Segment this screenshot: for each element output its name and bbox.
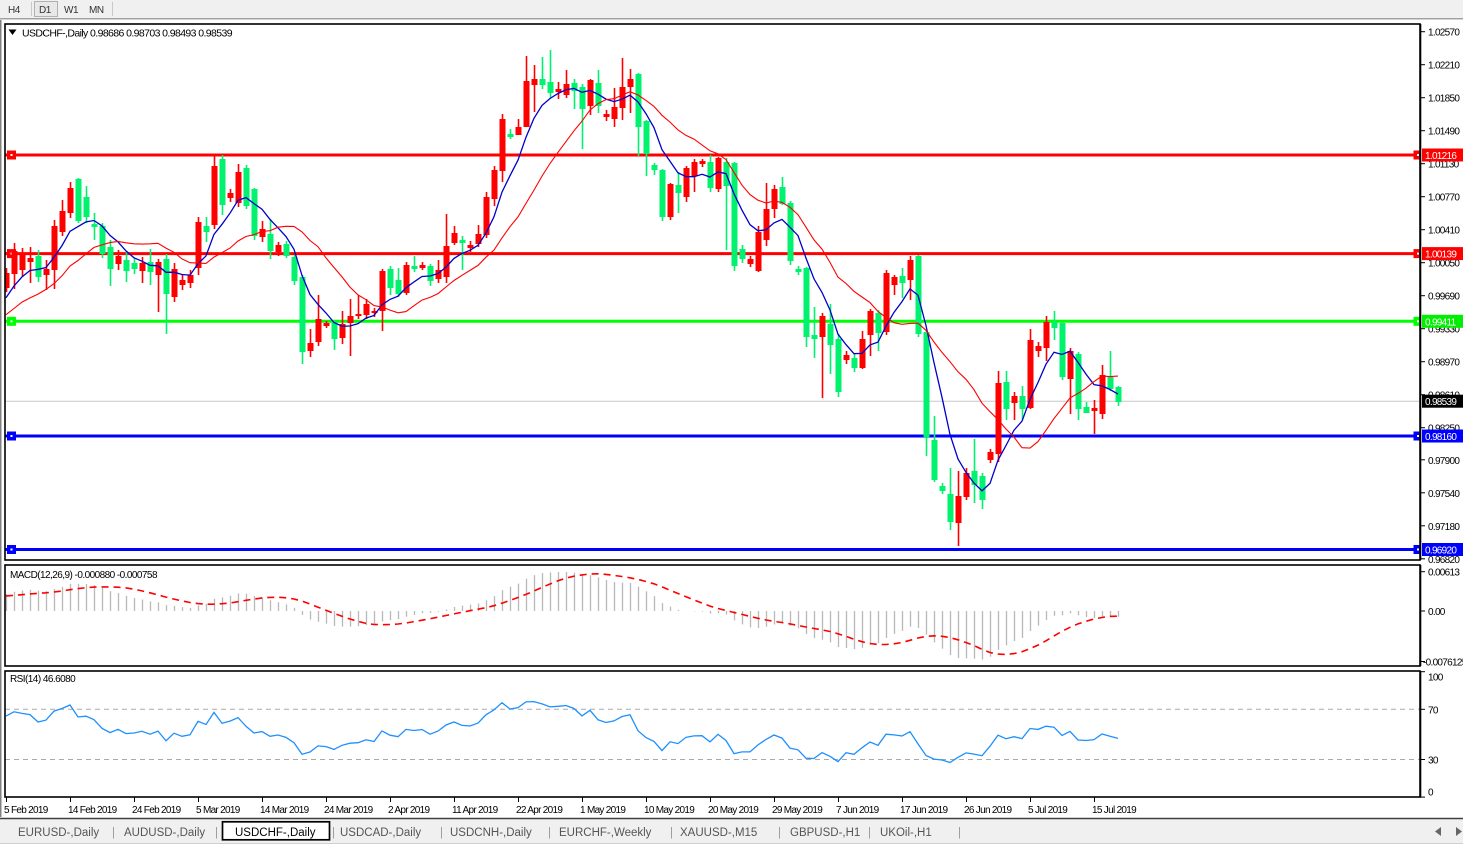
- svg-text:0.97900: 0.97900: [1428, 456, 1460, 467]
- svg-text:1.00410: 1.00410: [1428, 226, 1460, 237]
- svg-text:1.01850: 1.01850: [1428, 94, 1460, 105]
- svg-text:100: 100: [1428, 673, 1444, 684]
- svg-text:29 May 2019: 29 May 2019: [772, 805, 823, 816]
- svg-text:|: |: [548, 827, 551, 839]
- svg-text:17 Jun 2019: 17 Jun 2019: [900, 805, 948, 816]
- svg-text:AUDUSD-,Daily: AUDUSD-,Daily: [124, 827, 205, 839]
- svg-text:|: |: [868, 827, 871, 839]
- svg-text:0.98160: 0.98160: [1425, 432, 1457, 443]
- svg-text:11 Apr 2019: 11 Apr 2019: [452, 805, 499, 816]
- svg-text:24 Mar 2019: 24 Mar 2019: [324, 805, 374, 816]
- svg-text:MACD(12,26,9) -0.000880 -0.000: MACD(12,26,9) -0.000880 -0.000758: [10, 570, 158, 581]
- svg-text:0.00: 0.00: [1428, 607, 1446, 618]
- svg-text:0.96920: 0.96920: [1425, 546, 1457, 557]
- svg-text:USDCAD-,Daily: USDCAD-,Daily: [340, 827, 421, 839]
- svg-text:0.97540: 0.97540: [1428, 489, 1460, 500]
- svg-text:EURUSD-,Daily: EURUSD-,Daily: [18, 827, 99, 839]
- svg-text:|: |: [958, 827, 961, 839]
- svg-text:USDCHF-,Daily: USDCHF-,Daily: [235, 827, 316, 839]
- svg-text:70: 70: [1428, 705, 1439, 716]
- svg-text:0.98539: 0.98539: [1425, 397, 1457, 408]
- svg-text:1.00139: 1.00139: [1425, 250, 1457, 261]
- svg-text:14 Mar 2019: 14 Mar 2019: [260, 805, 310, 816]
- svg-text:|: |: [112, 827, 115, 839]
- svg-text:H4: H4: [8, 5, 21, 16]
- svg-text:-0.0076125: -0.0076125: [1423, 658, 1463, 669]
- svg-text:24 Feb 2019: 24 Feb 2019: [132, 805, 182, 816]
- svg-text:1 May 2019: 1 May 2019: [580, 805, 626, 816]
- svg-text:1.02570: 1.02570: [1428, 28, 1460, 39]
- svg-text:XAUUSD-,M15: XAUUSD-,M15: [680, 827, 757, 839]
- svg-text:2 Apr 2019: 2 Apr 2019: [388, 805, 431, 816]
- svg-text:7 Jun 2019: 7 Jun 2019: [836, 805, 880, 816]
- svg-text:MN: MN: [89, 5, 104, 16]
- svg-text:|: |: [670, 827, 673, 839]
- svg-text:W1: W1: [64, 5, 79, 16]
- svg-text:30: 30: [1428, 756, 1439, 767]
- svg-text:|: |: [215, 827, 218, 839]
- svg-text:0.96820: 0.96820: [1428, 555, 1460, 566]
- svg-text:14 Feb 2019: 14 Feb 2019: [68, 805, 118, 816]
- svg-text:0.99330: 0.99330: [1428, 325, 1460, 336]
- svg-text:|: |: [778, 827, 781, 839]
- svg-text:0.97180: 0.97180: [1428, 522, 1460, 533]
- svg-text:1.01130: 1.01130: [1428, 160, 1460, 171]
- svg-text:1.01216: 1.01216: [1425, 151, 1457, 162]
- svg-text:0.00613: 0.00613: [1428, 568, 1460, 579]
- svg-text:1.00770: 1.00770: [1428, 193, 1460, 204]
- svg-text:0.98970: 0.98970: [1428, 358, 1460, 369]
- svg-text:15 Jul 2019: 15 Jul 2019: [1092, 805, 1137, 816]
- svg-text:1.00050: 1.00050: [1428, 259, 1460, 270]
- svg-text:5 Jul 2019: 5 Jul 2019: [1028, 805, 1068, 816]
- svg-text:USDCHF-,Daily 0.98686 0.98703: USDCHF-,Daily 0.98686 0.98703 0.98493 0.…: [22, 28, 233, 40]
- svg-text:EURCHF-,Weekly: EURCHF-,Weekly: [559, 827, 652, 839]
- svg-text:|: |: [440, 827, 443, 839]
- svg-text:GBPUSD-,H1: GBPUSD-,H1: [790, 827, 860, 839]
- svg-text:5 Feb 2019: 5 Feb 2019: [4, 805, 49, 816]
- svg-text:1.01490: 1.01490: [1428, 127, 1460, 138]
- svg-text:0.99411: 0.99411: [1425, 317, 1457, 328]
- svg-text:10 May 2019: 10 May 2019: [644, 805, 695, 816]
- svg-text:0: 0: [1428, 788, 1434, 799]
- svg-text:5 Mar 2019: 5 Mar 2019: [196, 805, 241, 816]
- svg-text:|: |: [332, 827, 335, 839]
- svg-text:UKOil-,H1: UKOil-,H1: [880, 827, 932, 839]
- svg-text:USDCNH-,Daily: USDCNH-,Daily: [450, 827, 532, 839]
- svg-text:20 May 2019: 20 May 2019: [708, 805, 759, 816]
- svg-text:D1: D1: [39, 5, 52, 16]
- svg-text:0.98250: 0.98250: [1428, 424, 1460, 435]
- svg-text:0.99690: 0.99690: [1428, 292, 1460, 303]
- svg-text:1.02210: 1.02210: [1428, 61, 1460, 72]
- svg-text:22 Apr 2019: 22 Apr 2019: [516, 805, 563, 816]
- svg-text:26 Jun 2019: 26 Jun 2019: [964, 805, 1012, 816]
- svg-text:RSI(14) 46.6080: RSI(14) 46.6080: [10, 674, 76, 685]
